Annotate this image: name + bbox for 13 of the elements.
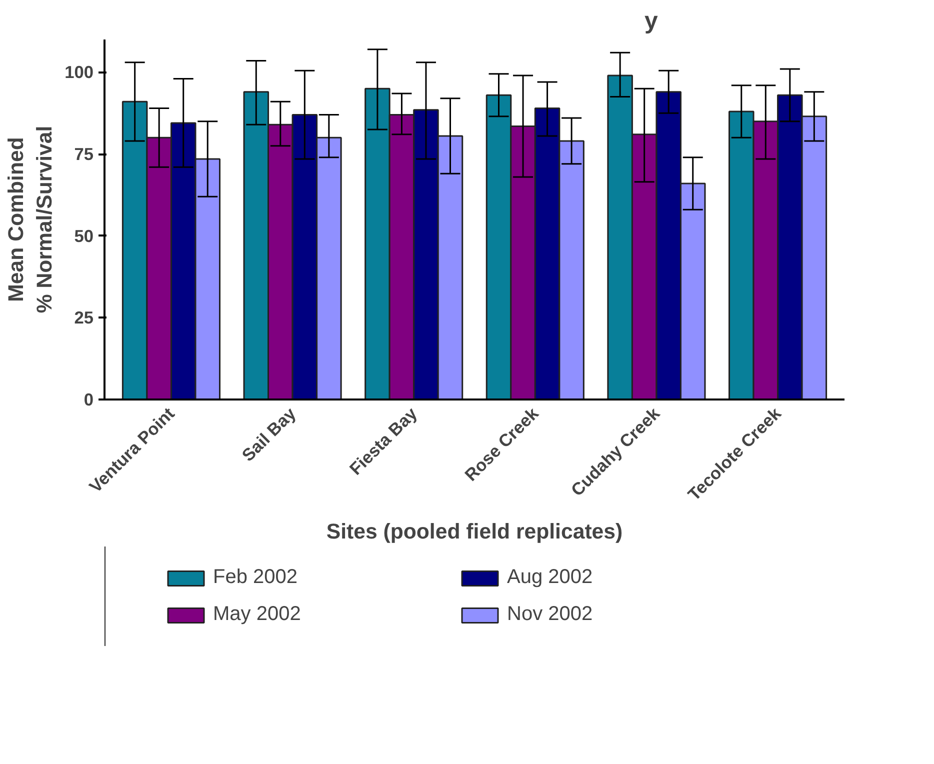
x-axis-title: Sites (pooled field replicates) [326, 520, 623, 544]
x-tick-label: Sail Bay [238, 403, 300, 466]
y-tick-label: 50 [74, 226, 94, 246]
y-axis-title: Mean Combined % Normal/Survival [4, 126, 57, 314]
y-tick-label: 0 [84, 390, 94, 410]
chart-title: y [644, 8, 658, 34]
legend-label: Nov 2002 [507, 603, 594, 626]
legend-label: May 2002 [213, 603, 302, 626]
y-tick-label: 75 [74, 144, 94, 164]
y-tick-label: 100 [64, 62, 94, 82]
legend-label: Feb 2002 [213, 566, 299, 589]
y-tick-label: 25 [74, 308, 94, 328]
legend-label: Aug 2002 [507, 566, 594, 589]
